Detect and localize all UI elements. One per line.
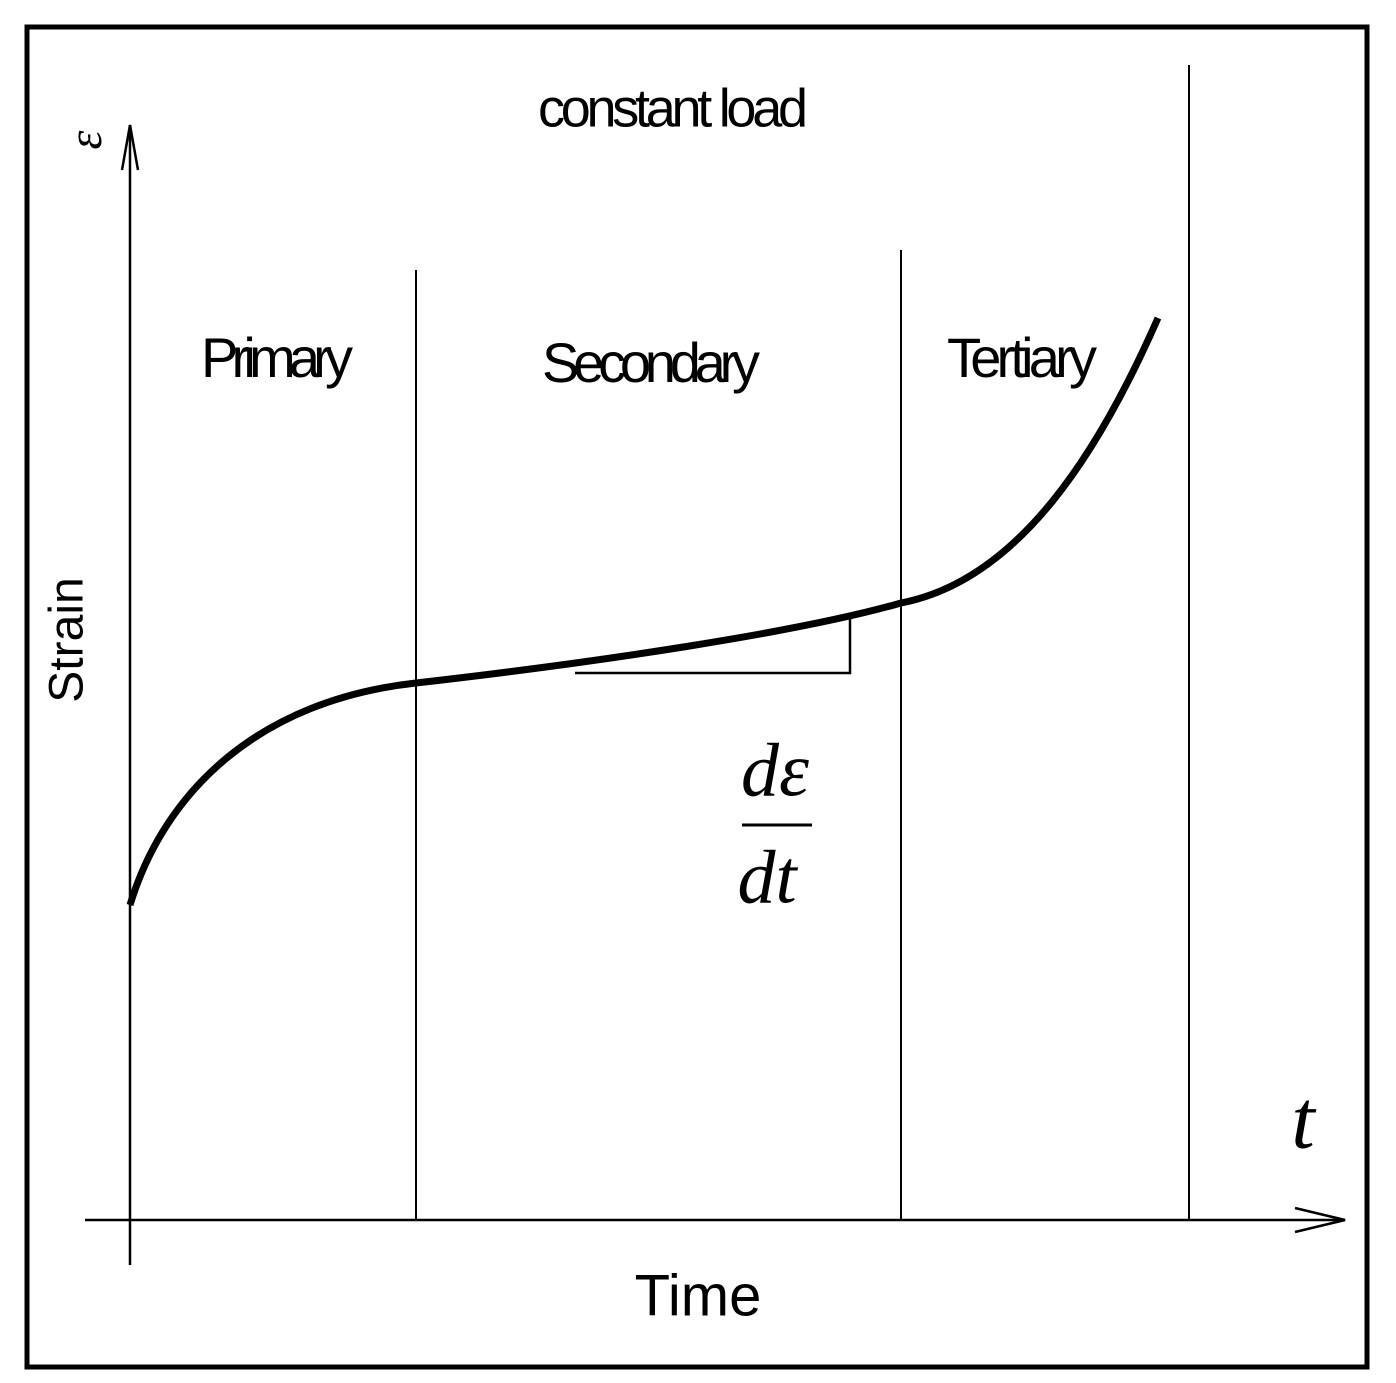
title: constant load [538, 78, 808, 138]
creep-curve [126, 316, 1162, 907]
x-symbol: t [1291, 1073, 1317, 1166]
y-arrow [120, 124, 140, 171]
x-arrow [1294, 1206, 1346, 1234]
slope-numerator: dε [741, 728, 809, 812]
frame [24, 24, 1370, 1370]
stage-label: Tertiary [947, 326, 1097, 389]
y-symbol: ε [59, 130, 112, 149]
stage-label: Primary [201, 326, 353, 389]
x-label: Time [635, 1263, 762, 1328]
slope-triangle [575, 618, 852, 675]
y-label: Strain [41, 577, 94, 702]
stage-label: Secondary [542, 331, 760, 394]
slope-denominator: dt [737, 835, 798, 919]
